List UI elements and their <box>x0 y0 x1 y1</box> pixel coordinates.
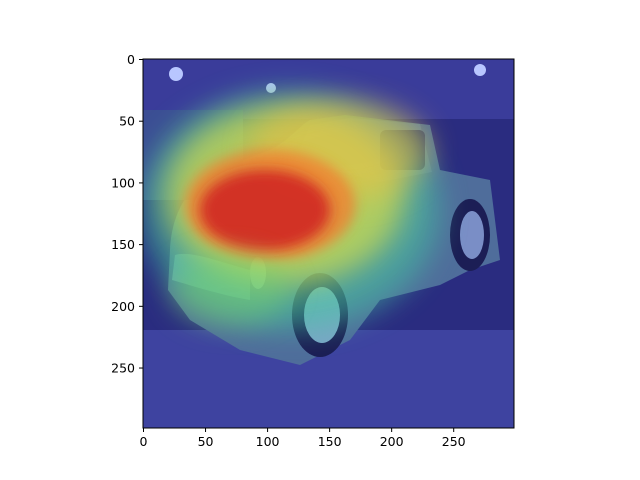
y-tick-label: 0 <box>127 52 135 67</box>
x-axis: 0 50 100 150 200 250 <box>140 428 466 449</box>
x-tick-label: 50 <box>198 434 214 449</box>
ceiling-light <box>169 67 183 81</box>
x-tick-label: 150 <box>318 434 342 449</box>
y-tick-label: 250 <box>111 361 135 376</box>
x-tick-label: 100 <box>256 434 280 449</box>
y-tick-label: 100 <box>111 175 135 190</box>
ceiling-light <box>266 83 276 93</box>
x-tick-label: 250 <box>442 434 466 449</box>
y-axis: 0 50 100 150 200 250 <box>111 52 143 376</box>
x-tick-label: 0 <box>140 434 148 449</box>
heat-grille-zone <box>170 255 290 325</box>
ceiling-light <box>474 64 486 76</box>
y-tick-label: 200 <box>111 299 135 314</box>
heat-red-zone <box>200 170 330 250</box>
rear-wheel-rim <box>460 211 484 259</box>
y-tick-label: 150 <box>111 237 135 252</box>
heatmap-overlay <box>143 90 440 330</box>
x-tick-label: 200 <box>380 434 404 449</box>
plot-frame <box>142 58 515 429</box>
y-tick-label: 50 <box>119 114 135 129</box>
